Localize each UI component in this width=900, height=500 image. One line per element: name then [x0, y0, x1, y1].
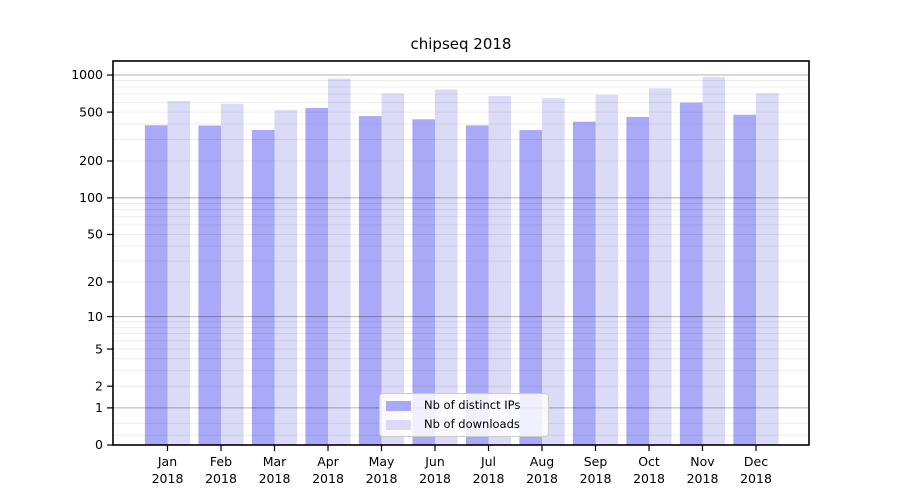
x-tick-label-month: Oct — [638, 454, 660, 469]
x-tick-label-month: Aug — [530, 454, 554, 469]
bar-distinct-ips-sep — [572, 121, 596, 446]
x-tick-label-year: 2018 — [419, 471, 451, 486]
y-tick-label: 1 — [95, 400, 103, 415]
legend-swatch-downloads — [386, 419, 411, 430]
x-tick-label-year: 2018 — [580, 471, 612, 486]
bar-downloads-mar — [274, 110, 298, 445]
bar-downloads-dec — [756, 93, 779, 446]
y-tick-label: 10 — [87, 309, 103, 324]
bars-group — [144, 77, 779, 446]
x-tick-label-year: 2018 — [312, 471, 344, 486]
x-tick-label-month: Sep — [584, 454, 608, 469]
y-tick-label: 200 — [79, 153, 103, 168]
bar-distinct-ips-dec — [733, 114, 756, 446]
x-tick-label-year: 2018 — [259, 471, 291, 486]
x-tick-label-year: 2018 — [152, 471, 184, 486]
x-tick-label-month: Jun — [424, 454, 445, 469]
y-tick-label: 20 — [87, 274, 103, 289]
y-tick-label: 1000 — [71, 67, 103, 82]
bar-downloads-jul — [488, 96, 512, 445]
bar-downloads-jun — [435, 89, 458, 445]
x-tick-label-year: 2018 — [633, 471, 665, 486]
x-tick-label-year: 2018 — [740, 471, 772, 486]
x-tick-label-year: 2018 — [473, 471, 505, 486]
bar-distinct-ips-apr — [305, 107, 328, 445]
bar-distinct-ips-nov — [679, 102, 703, 445]
bar-downloads-may — [381, 93, 405, 445]
y-tick-label: 50 — [87, 227, 103, 242]
bar-distinct-ips-may — [358, 116, 382, 445]
bar-distinct-ips-jun — [412, 119, 435, 445]
chart-title: chipseq 2018 — [410, 35, 512, 53]
bar-downloads-sep — [595, 94, 619, 445]
x-tick-label-month: Jul — [480, 454, 496, 469]
y-tick-label: 0 — [95, 437, 103, 452]
x-tick-label-month: Apr — [317, 454, 339, 469]
bar-downloads-aug — [542, 98, 565, 446]
bar-downloads-nov — [702, 77, 726, 445]
bar-downloads-jan — [167, 101, 191, 446]
legend-label-downloads: Nb of downloads — [424, 416, 520, 431]
legend-entry-distinct-ips: Nb of distinct IPs — [386, 397, 521, 412]
bar-distinct-ips-mar — [251, 129, 275, 445]
x-tick-label-month: Feb — [210, 454, 232, 469]
x-tick-label-month: Nov — [690, 454, 715, 469]
x-tick-label-year: 2018 — [687, 471, 719, 486]
x-tick-label-month: Jan — [157, 454, 177, 469]
x-tick-label-month: Dec — [744, 454, 768, 469]
x-tick-label-year: 2018 — [526, 471, 558, 486]
x-tick-label-month: Mar — [263, 454, 287, 469]
bar-distinct-ips-oct — [626, 116, 649, 445]
y-tick-label: 500 — [79, 104, 103, 119]
x-tick-label-year: 2018 — [366, 471, 398, 486]
y-tick-label: 5 — [95, 341, 103, 356]
bar-distinct-ips-jan — [144, 125, 168, 446]
y-axis: 0 1 2 5 10 20 50 100 200 500 1000 — [71, 67, 113, 452]
plot-border — [112, 60, 810, 446]
bar-downloads-feb — [221, 103, 244, 445]
y-tick-label: 2 — [95, 378, 103, 393]
y-tick-label: 100 — [79, 190, 103, 205]
x-tick-label-month: May — [369, 454, 395, 469]
bar-downloads-oct — [649, 88, 672, 445]
bar-distinct-ips-feb — [198, 125, 221, 446]
x-axis: Jan 2018 Feb 2018 Mar 2018 Apr 2018 May 2018 Jun 20… — [152, 445, 772, 486]
legend-box: Nb of distinct IPs Nb of downloads — [379, 393, 549, 437]
x-tick-label-year: 2018 — [205, 471, 237, 486]
legend-label-distinct-ips: Nb of distinct IPs — [424, 397, 521, 412]
legend-entry-downloads: Nb of downloads — [386, 416, 520, 431]
bar-distinct-ips-jul — [465, 125, 489, 445]
bar-distinct-ips-aug — [519, 130, 542, 446]
legend-swatch-distinct-ips — [386, 400, 411, 411]
bar-downloads-apr — [328, 78, 351, 446]
